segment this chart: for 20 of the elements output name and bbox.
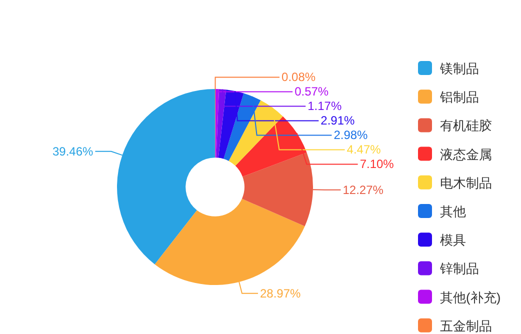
data-label: 0.57% (294, 84, 329, 99)
data-label: 2.91% (320, 114, 356, 128)
legend-label: 液态金属 (440, 146, 492, 162)
legend-label: 五金制品 (440, 318, 492, 334)
legend-label: 其他(补充) (440, 290, 501, 305)
data-label: 12.27% (342, 182, 384, 197)
legend-label: 铝制品 (439, 90, 479, 105)
legend-label: 锌制品 (439, 261, 479, 276)
data-label: 2.98% (334, 128, 368, 142)
data-label: 7.10% (360, 157, 394, 172)
data-label: 4.47% (346, 142, 382, 157)
legend-label: 电木制品 (440, 175, 492, 190)
data-label: 28.97% (260, 286, 302, 300)
legend-label: 有机硅胶 (440, 118, 492, 134)
legend-label: 其他 (440, 204, 466, 219)
legend-label: 镁制品 (439, 61, 479, 76)
legend-label: 模具 (440, 232, 466, 248)
data-label: 0.08% (282, 70, 316, 84)
data-label: 1.17% (308, 99, 342, 114)
data-label: 39.46% (52, 144, 94, 158)
